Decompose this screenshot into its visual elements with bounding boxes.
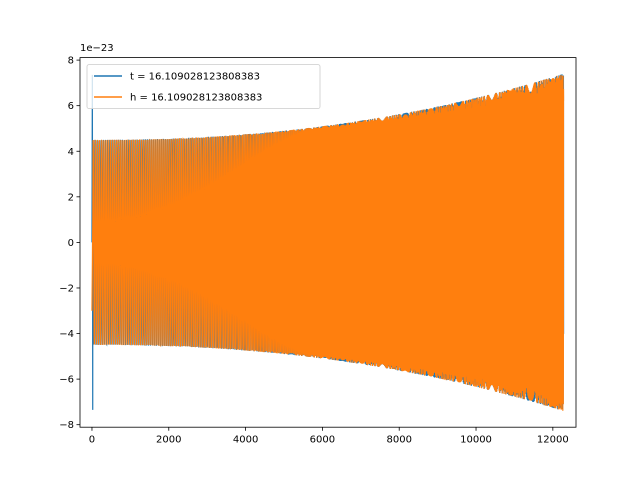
x-tick-label: 10000 (460, 435, 492, 446)
y-tick-label: −2 (59, 283, 74, 294)
y-tick-label: 6 (68, 101, 74, 112)
series-line-h (91, 74, 565, 411)
legend-label-h: h = 16.109028123808383 (130, 93, 262, 104)
y-tick-label: 8 (68, 56, 74, 67)
x-tick-label: 6000 (310, 435, 335, 446)
x-tick-label: 0 (89, 435, 95, 446)
x-tick-label: 4000 (233, 435, 258, 446)
legend-label-t: t = 16.109028123808383 (130, 72, 260, 83)
legend-box (86, 64, 321, 109)
y-tick-label: 2 (68, 192, 74, 203)
ticks-layer: 0 2000 4000 6000 8000 10000 12000 −8 −6 −4 −2 0 2 4 6 8 (59, 56, 568, 446)
x-tick-label: 2000 (156, 435, 181, 446)
series-layer (91, 74, 565, 411)
y-offset-label: 1e−23 (80, 43, 114, 54)
y-tick-label: 4 (68, 147, 74, 158)
x-tick-label: 12000 (537, 435, 569, 446)
y-tick-label: −8 (59, 420, 74, 431)
x-tick-label: 8000 (386, 435, 411, 446)
y-tick-label: −4 (59, 329, 74, 340)
y-tick-label: −6 (59, 375, 74, 386)
y-tick-label: 0 (68, 238, 74, 249)
legend: t = 16.109028123808383 h = 16.1090281238… (86, 64, 321, 109)
